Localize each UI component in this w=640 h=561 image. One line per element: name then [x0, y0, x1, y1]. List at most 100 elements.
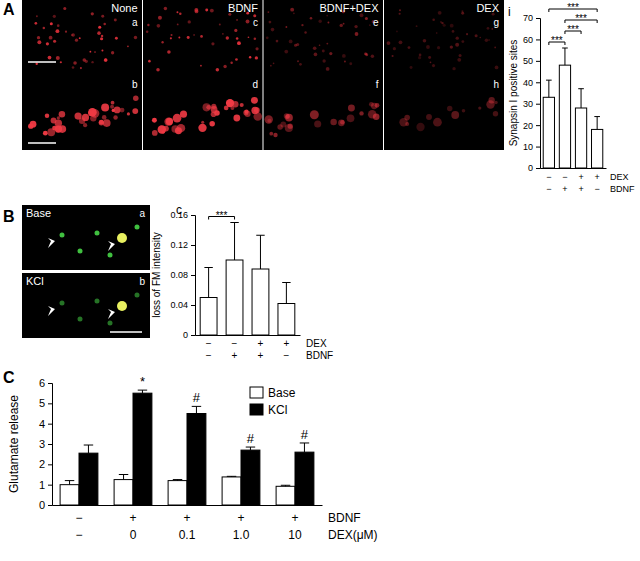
- image-texture: [170, 37, 172, 39]
- image-texture: [63, 7, 66, 10]
- image-texture: [248, 36, 250, 38]
- image-texture: [152, 130, 158, 136]
- condition-label: +: [258, 338, 264, 349]
- image-sublabel: d: [252, 79, 258, 90]
- bar: [114, 480, 133, 505]
- image-texture: [147, 24, 149, 26]
- bar: [278, 304, 295, 336]
- bar: [222, 477, 241, 505]
- tick: 70: [523, 13, 540, 23]
- condition-label: −: [595, 184, 600, 194]
- image-texture: [171, 125, 178, 132]
- error-bar: [300, 443, 309, 452]
- image-texture: [432, 19, 435, 22]
- image-texture: [349, 62, 352, 65]
- significance-label: #: [193, 390, 201, 405]
- error-line: [123, 475, 124, 480]
- image-texture: [57, 24, 60, 27]
- condition-label: −: [75, 511, 82, 525]
- significance-label: #: [301, 427, 309, 442]
- image-sublabel: b: [132, 79, 138, 90]
- image-texture: [235, 58, 238, 61]
- image-texture: [251, 97, 258, 104]
- tick-mark: [191, 335, 195, 336]
- chart-title: i: [508, 5, 511, 19]
- image-texture: [133, 95, 138, 100]
- bar: [200, 298, 217, 336]
- error-line: [286, 283, 287, 304]
- image-background: [22, 205, 150, 270]
- condition-name: DEX: [306, 338, 327, 349]
- image-texture: [34, 22, 37, 25]
- image-texture: [451, 111, 459, 119]
- tick-label: 2: [39, 458, 45, 470]
- image-texture: [132, 108, 138, 114]
- error-cap: [65, 480, 74, 481]
- image-texture: [466, 33, 468, 35]
- tick: 50: [523, 56, 540, 66]
- tick-mark: [536, 104, 540, 105]
- bar: [295, 452, 314, 505]
- image-texture: [450, 24, 454, 28]
- image-texture: [60, 233, 65, 238]
- image-divider: [383, 0, 384, 150]
- image-panel: BaseaKClb: [22, 205, 150, 338]
- image-texture: [59, 125, 67, 133]
- tick-label: 40: [523, 78, 533, 88]
- image-texture: [322, 50, 325, 53]
- image-texture: [111, 51, 114, 54]
- image-texture: [340, 24, 343, 27]
- image-texture: [375, 103, 380, 108]
- image-texture: [72, 66, 75, 69]
- image-texture: [57, 116, 60, 119]
- axis-line: [48, 384, 53, 506]
- image-texture: [91, 61, 93, 63]
- image-texture: [493, 111, 498, 116]
- error-bar: [281, 485, 290, 486]
- scale-bar: [110, 331, 142, 333]
- image-texture: [117, 301, 127, 311]
- panel-label: A: [3, 1, 15, 18]
- image-texture: [423, 39, 427, 43]
- error-cap: [230, 222, 238, 223]
- tick-mark: [536, 125, 540, 126]
- image-texture: [284, 50, 288, 54]
- image-texture: [487, 27, 490, 30]
- image-texture: [101, 104, 109, 112]
- y-axis: 0123456: [39, 377, 53, 511]
- image-texture: [101, 35, 103, 37]
- image-texture: [270, 65, 272, 67]
- tick: 0: [183, 330, 195, 340]
- image-texture: [461, 12, 464, 15]
- image-texture: [35, 63, 37, 65]
- tick: 40: [523, 78, 540, 88]
- axis-line: [53, 505, 323, 506]
- image-texture: [318, 20, 321, 23]
- tick-label: 0.04: [170, 300, 188, 310]
- condition-label: 10: [288, 528, 302, 542]
- error-line: [260, 235, 261, 269]
- image-texture: [164, 117, 172, 125]
- image-texture: [178, 37, 180, 39]
- error-bar: [173, 480, 182, 481]
- image-texture: [326, 67, 330, 71]
- image-texture: [313, 46, 317, 50]
- image-texture: [230, 62, 232, 64]
- tick: 0: [528, 163, 540, 173]
- scale-bar: [28, 61, 56, 63]
- image-texture: [348, 105, 355, 112]
- error-cap: [546, 80, 552, 81]
- error-bar: [227, 476, 236, 478]
- image-texture: [134, 36, 137, 39]
- image-texture: [254, 107, 260, 113]
- arrow: [48, 238, 55, 248]
- image-texture: [60, 301, 65, 306]
- image-texture: [297, 60, 299, 62]
- image-texture: [60, 61, 62, 63]
- image-texture: [161, 41, 163, 43]
- image-texture: [495, 66, 499, 70]
- image-texture: [83, 123, 87, 127]
- condition-label: −: [283, 350, 289, 361]
- image-texture: [104, 58, 108, 62]
- image-texture: [237, 41, 241, 45]
